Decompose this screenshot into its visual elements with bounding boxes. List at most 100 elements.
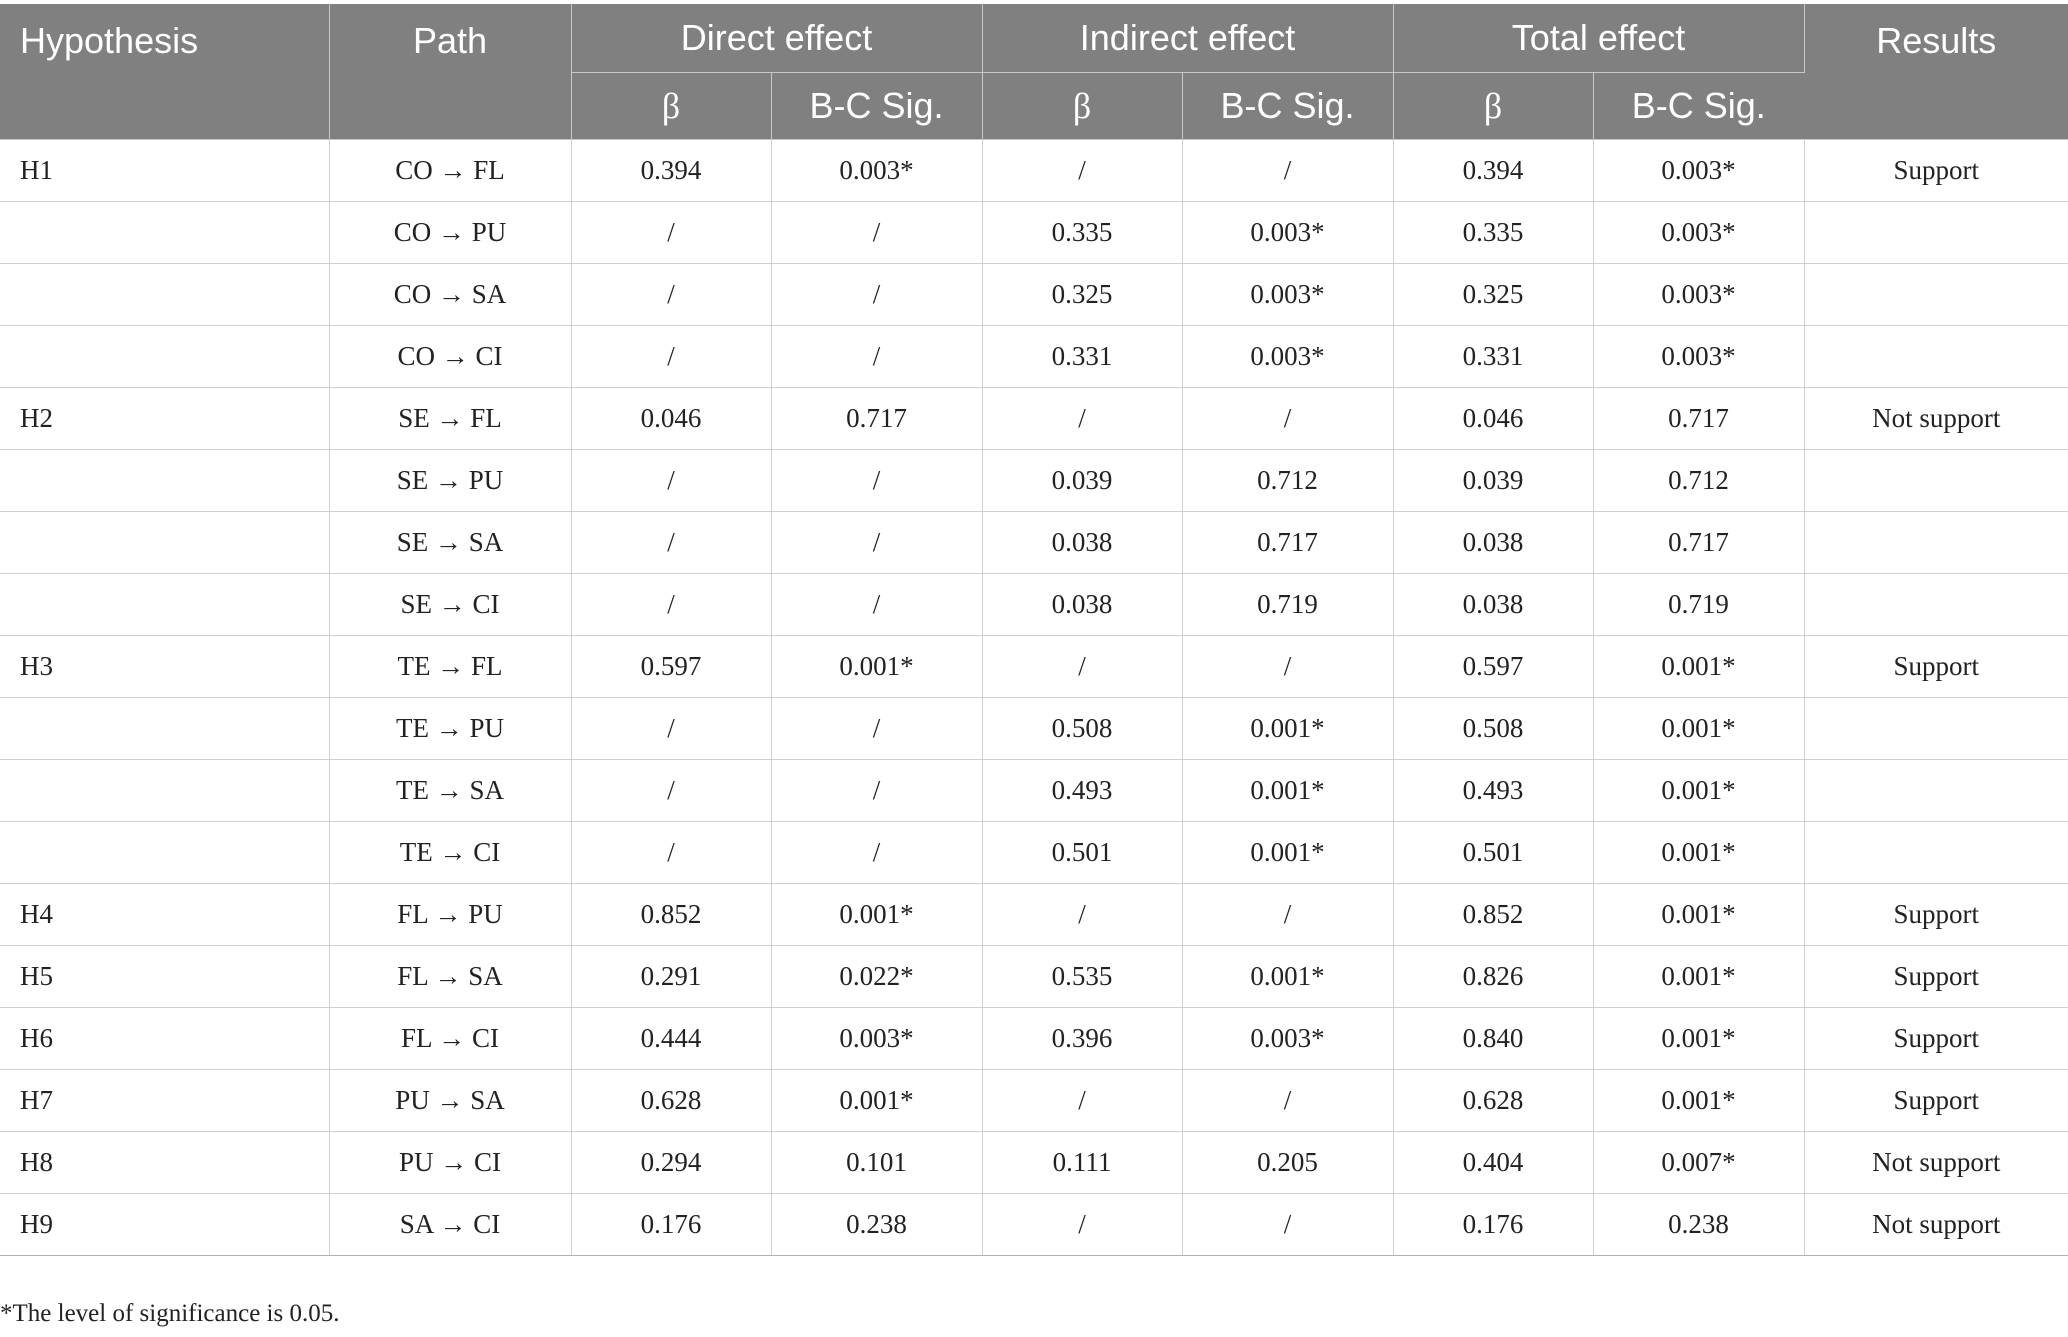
cell-indirect-beta: 0.501 (982, 821, 1183, 884)
cell-indirect-sig: / (1182, 883, 1394, 946)
cell-indirect-beta: 0.111 (982, 1131, 1183, 1194)
cell-result (1804, 449, 2068, 512)
cell-indirect-beta: 0.396 (982, 1007, 1183, 1070)
cell-direct-sig: 0.022* (771, 945, 983, 1008)
cell-result: Support (1804, 883, 2068, 946)
cell-hypothesis: H7 (0, 1069, 330, 1132)
cell-total-sig: 0.719 (1593, 573, 1805, 636)
cell-path: FL → SA (329, 945, 572, 1008)
header-direct-beta: β (571, 72, 772, 140)
cell-indirect-beta: / (982, 883, 1183, 946)
cell-result (1804, 821, 2068, 884)
cell-hypothesis (0, 759, 330, 822)
effects-table: Hypothesis Path Direct effect Indirect e… (0, 4, 2068, 1256)
cell-hypothesis: H4 (0, 883, 330, 946)
cell-direct-sig: 0.001* (771, 1069, 983, 1132)
cell-indirect-sig: 0.717 (1182, 511, 1394, 574)
cell-indirect-sig: 0.712 (1182, 449, 1394, 512)
cell-indirect-sig: 0.205 (1182, 1131, 1394, 1194)
cell-indirect-sig: / (1182, 387, 1394, 450)
cell-total-beta: 0.852 (1393, 883, 1594, 946)
cell-path: TE → CI (329, 821, 572, 884)
cell-hypothesis: H5 (0, 945, 330, 1008)
cell-direct-beta: / (571, 263, 772, 326)
cell-direct-beta: / (571, 449, 772, 512)
cell-total-beta: 0.038 (1393, 511, 1594, 574)
cell-total-beta: 0.046 (1393, 387, 1594, 450)
header-total-effect: Total effect (1393, 4, 1805, 73)
cell-total-beta: 0.597 (1393, 635, 1594, 698)
cell-hypothesis: H2 (0, 387, 330, 450)
cell-result: Support (1804, 1007, 2068, 1070)
cell-result (1804, 759, 2068, 822)
cell-indirect-sig: 0.001* (1182, 945, 1394, 1008)
cell-indirect-sig: / (1182, 635, 1394, 698)
cell-indirect-beta: 0.493 (982, 759, 1183, 822)
table-row: SE → SA //0.038 0.717 0.038 0.717 (0, 511, 2068, 574)
cell-hypothesis: H3 (0, 635, 330, 698)
table-body: H1 CO → FL 0.394 0.003* //0.394 0.003* Support… (0, 139, 2068, 1256)
cell-path: FL → CI (329, 1007, 572, 1070)
cell-direct-beta: / (571, 821, 772, 884)
cell-indirect-beta: 0.038 (982, 573, 1183, 636)
header-results: Results (1804, 4, 2068, 140)
cell-indirect-beta: 0.535 (982, 945, 1183, 1008)
cell-path: SE → FL (329, 387, 572, 450)
cell-total-sig: 0.001* (1593, 821, 1805, 884)
cell-direct-sig: 0.001* (771, 635, 983, 698)
cell-direct-sig: / (771, 201, 983, 264)
cell-indirect-beta: 0.331 (982, 325, 1183, 388)
cell-hypothesis (0, 263, 330, 326)
cell-hypothesis (0, 821, 330, 884)
cell-total-sig: 0.712 (1593, 449, 1805, 512)
cell-result: Not support (1804, 1193, 2068, 1256)
cell-indirect-beta: / (982, 139, 1183, 202)
cell-indirect-sig: / (1182, 1193, 1394, 1256)
table-row: CO → CI //0.331 0.003* 0.331 0.003* (0, 325, 2068, 388)
cell-path: SA → CI (329, 1193, 572, 1256)
cell-indirect-sig: 0.003* (1182, 263, 1394, 326)
table-row: TE → CI //0.501 0.001* 0.501 0.001* (0, 821, 2068, 884)
cell-indirect-sig: 0.003* (1182, 201, 1394, 264)
header-path: Path (329, 4, 572, 140)
cell-result (1804, 697, 2068, 760)
cell-hypothesis: H9 (0, 1193, 330, 1256)
cell-direct-sig: 0.001* (771, 883, 983, 946)
cell-indirect-sig: 0.001* (1182, 759, 1394, 822)
cell-result: Support (1804, 1069, 2068, 1132)
cell-total-sig: 0.001* (1593, 1007, 1805, 1070)
cell-path: TE → PU (329, 697, 572, 760)
cell-direct-beta: / (571, 325, 772, 388)
cell-direct-beta: / (571, 511, 772, 574)
cell-direct-beta: 0.444 (571, 1007, 772, 1070)
cell-total-beta: 0.404 (1393, 1131, 1594, 1194)
cell-total-beta: 0.331 (1393, 325, 1594, 388)
cell-direct-sig: / (771, 697, 983, 760)
cell-indirect-beta: 0.325 (982, 263, 1183, 326)
cell-hypothesis (0, 511, 330, 574)
cell-hypothesis (0, 325, 330, 388)
table-row: TE → PU //0.508 0.001* 0.508 0.001* (0, 697, 2068, 760)
cell-total-beta: 0.508 (1393, 697, 1594, 760)
cell-path: CO → PU (329, 201, 572, 264)
cell-direct-beta: 0.394 (571, 139, 772, 202)
cell-total-beta: 0.840 (1393, 1007, 1594, 1070)
cell-indirect-beta: / (982, 1193, 1183, 1256)
cell-total-sig: 0.003* (1593, 263, 1805, 326)
header-total-sig: B-C Sig. (1593, 72, 1805, 140)
cell-total-beta: 0.501 (1393, 821, 1594, 884)
cell-direct-beta: 0.597 (571, 635, 772, 698)
cell-indirect-sig: 0.001* (1182, 821, 1394, 884)
cell-path: SE → PU (329, 449, 572, 512)
cell-direct-beta: 0.852 (571, 883, 772, 946)
cell-total-beta: 0.176 (1393, 1193, 1594, 1256)
cell-path: FL → PU (329, 883, 572, 946)
cell-total-sig: 0.001* (1593, 1069, 1805, 1132)
header-hypothesis: Hypothesis (0, 4, 330, 140)
cell-direct-beta: 0.291 (571, 945, 772, 1008)
table-row: H1 CO → FL 0.394 0.003* //0.394 0.003* Support (0, 139, 2068, 202)
cell-hypothesis (0, 573, 330, 636)
header-indirect-effect: Indirect effect (982, 4, 1394, 73)
cell-direct-sig: / (771, 325, 983, 388)
cell-hypothesis (0, 201, 330, 264)
